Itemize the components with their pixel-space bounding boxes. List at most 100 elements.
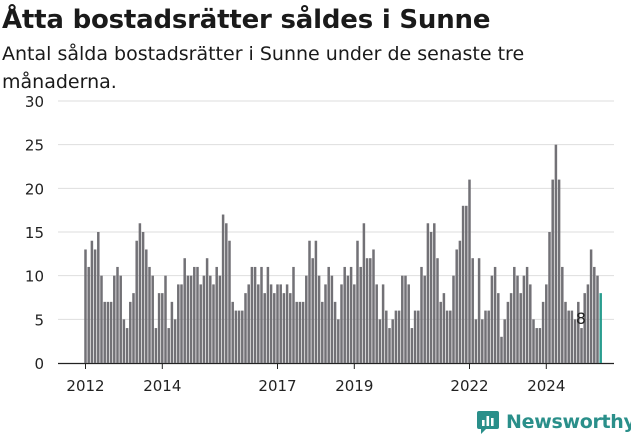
bar (215, 266, 218, 363)
bar (375, 284, 378, 363)
bar (321, 301, 324, 363)
bar (333, 301, 337, 363)
newsworthy-logo-icon (477, 411, 499, 434)
bar (183, 258, 186, 363)
bar (311, 258, 314, 363)
bar (161, 293, 164, 363)
bar (257, 284, 260, 363)
bar (167, 328, 170, 363)
bar (157, 293, 161, 363)
bar (474, 319, 478, 363)
bar (196, 266, 199, 363)
chart-title: Åtta bostadsrätter såldes i Sunne (2, 5, 491, 35)
bar (129, 301, 132, 363)
x-axis-tick-labels: 2012 2014 2017 2019 2022 2024 (66, 363, 565, 395)
bar (247, 284, 250, 363)
bar (471, 258, 474, 363)
bar (298, 301, 302, 363)
bar (436, 258, 439, 363)
bar (119, 275, 122, 363)
y-tick-label: 10 (25, 268, 44, 286)
bar (244, 293, 247, 363)
bar (522, 275, 526, 363)
bar (548, 232, 551, 363)
bar (349, 266, 353, 363)
bar (84, 249, 87, 363)
bar (100, 275, 103, 363)
y-tick-label: 0 (34, 355, 44, 373)
bar (439, 301, 442, 363)
bar (359, 266, 362, 363)
bar (317, 275, 321, 363)
bar (148, 266, 151, 363)
bar (125, 328, 129, 363)
bar (567, 310, 570, 363)
bar (164, 275, 167, 363)
bar (202, 275, 206, 363)
bar (516, 275, 519, 363)
bar (506, 301, 510, 363)
bar (189, 275, 193, 363)
bar (372, 249, 375, 363)
bar (586, 284, 590, 363)
bar (122, 319, 126, 363)
bar (218, 275, 222, 363)
bar (279, 284, 282, 363)
bar (442, 293, 446, 363)
bar (266, 266, 270, 363)
bar (545, 284, 548, 363)
bar (116, 266, 119, 363)
last-value-label: 8 (576, 309, 586, 328)
bar (529, 284, 532, 363)
bar (465, 205, 468, 363)
bar (401, 275, 404, 363)
bar (541, 301, 545, 363)
bar (580, 328, 583, 363)
bar (340, 284, 343, 363)
bar (87, 266, 90, 363)
bar (97, 232, 100, 363)
x-tick-label: 2017 (258, 377, 296, 395)
bar (138, 223, 142, 363)
bar (477, 258, 481, 363)
y-axis-tick-labels: 0 5 10 15 20 25 30 (25, 93, 44, 373)
x-tick-label: 2022 (450, 377, 488, 395)
brand-logo[interactable]: Newsworthy (476, 407, 631, 437)
y-tick-label: 5 (34, 311, 44, 329)
bar (445, 310, 449, 363)
bar (365, 258, 369, 363)
bar (487, 310, 490, 363)
bar (554, 144, 558, 363)
bar-chart: 0 5 10 15 20 25 30 2012 2014 2017 2019 2022 2024 8 (25, 93, 614, 395)
bar (132, 293, 135, 363)
x-tick-label: 2019 (335, 377, 373, 395)
bars (84, 144, 602, 363)
bar (500, 336, 503, 363)
bar (573, 319, 577, 363)
bar (369, 258, 372, 363)
bar (145, 249, 148, 363)
bar (180, 284, 183, 363)
y-tick-label: 15 (25, 224, 44, 242)
bar (391, 319, 394, 363)
bar (212, 284, 215, 363)
bar (557, 179, 561, 363)
bar (509, 293, 513, 363)
bar (346, 275, 350, 363)
x-tick-label: 2014 (143, 377, 181, 395)
bar (273, 293, 276, 363)
bar (209, 275, 212, 363)
bar (449, 310, 452, 363)
bar (599, 293, 602, 363)
chart-subtitle: Antal sålda bostadsrätter i Sunne under … (2, 43, 525, 93)
gridlines (58, 100, 614, 365)
bar (535, 328, 538, 363)
bar (253, 266, 257, 363)
bar (330, 275, 334, 363)
bar (292, 266, 295, 363)
bar (426, 223, 430, 363)
bar (519, 293, 522, 363)
y-tick-label: 25 (25, 137, 44, 155)
bar (285, 284, 289, 363)
bar (353, 284, 356, 363)
